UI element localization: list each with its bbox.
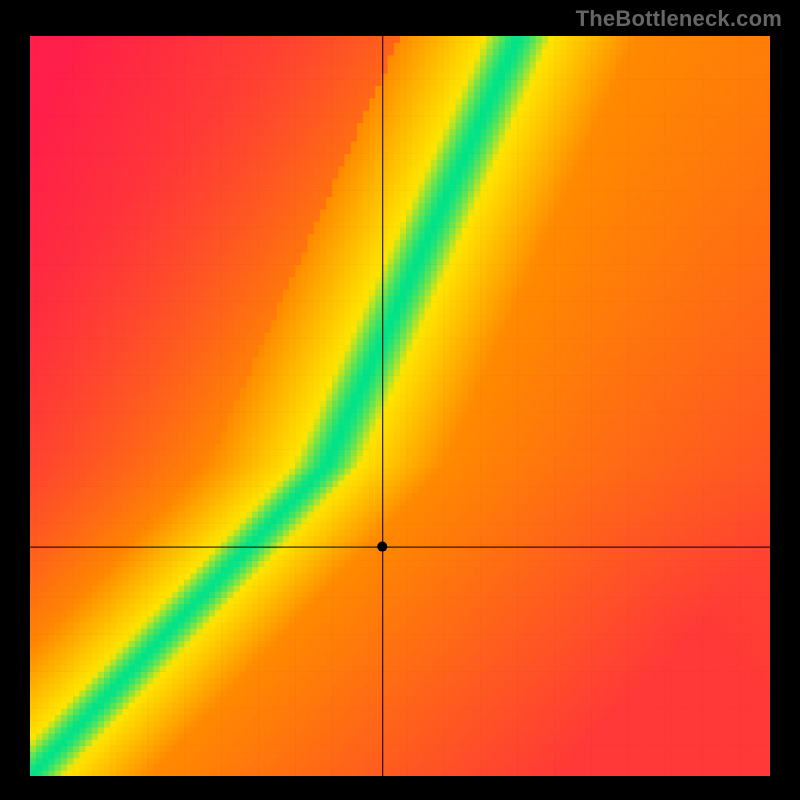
plot-area bbox=[30, 36, 770, 776]
watermark-text: TheBottleneck.com bbox=[576, 6, 782, 32]
bottleneck-heatmap bbox=[30, 36, 770, 776]
frame: TheBottleneck.com bbox=[0, 0, 800, 800]
